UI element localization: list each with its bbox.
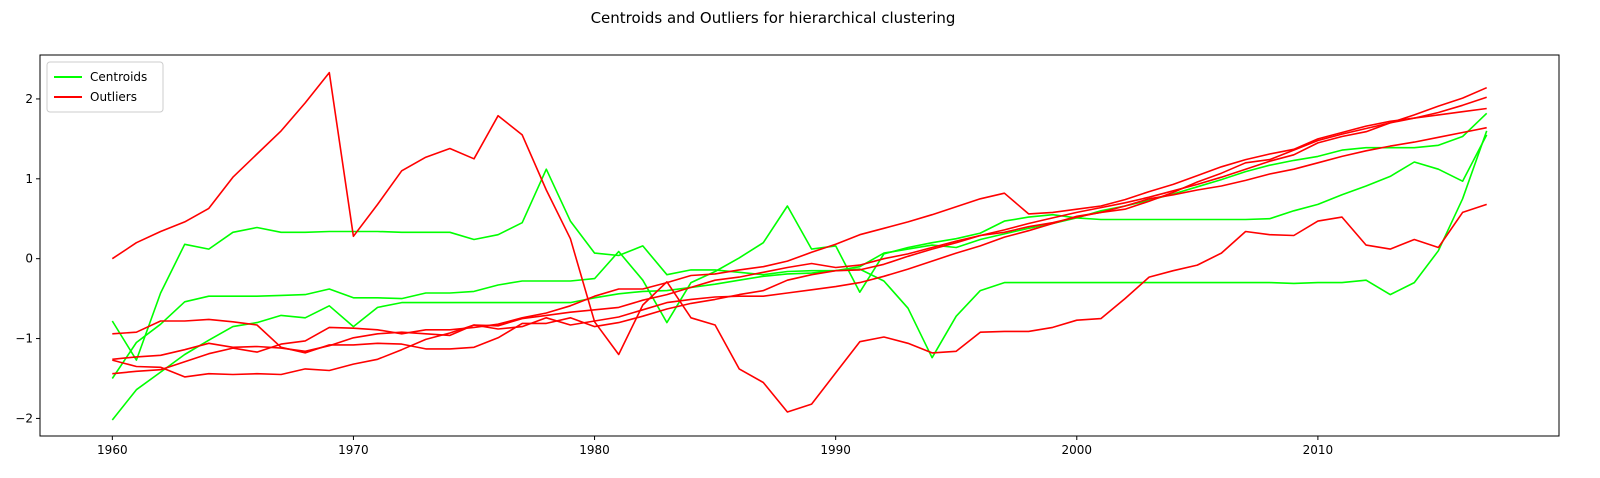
x-tick-label: 1970 bbox=[338, 443, 369, 457]
legend-label-centroids: Centroids bbox=[90, 70, 147, 84]
legend: Centroids Outliers bbox=[46, 61, 164, 113]
series-line-outliers-4 bbox=[111, 71, 1487, 413]
y-tick-label: −2 bbox=[15, 411, 33, 425]
x-tick-label: 1960 bbox=[97, 443, 128, 457]
legend-label-outliers: Outliers bbox=[90, 90, 137, 104]
series-line-outliers-5 bbox=[112, 107, 1487, 378]
series-line-centroids-1 bbox=[111, 130, 1488, 361]
plot-frame bbox=[39, 54, 1560, 437]
y-tick-label: 1 bbox=[25, 172, 33, 186]
y-tick-label: −1 bbox=[15, 332, 33, 346]
chart-title: Centroids and Outliers for hierarchical … bbox=[591, 9, 956, 27]
x-axis: 1960 1970 1980 1990 2000 2010 bbox=[97, 436, 1333, 457]
series-line-centroids-3 bbox=[111, 112, 1488, 421]
series-line-centroids-2 bbox=[111, 134, 1488, 379]
y-tick-label: 0 bbox=[25, 252, 33, 266]
series-line-outliers-6 bbox=[112, 86, 1488, 354]
y-tick-label: 2 bbox=[25, 92, 33, 106]
series-line-outliers-7 bbox=[112, 96, 1487, 375]
x-tick-label: 1980 bbox=[579, 443, 610, 457]
legend-box bbox=[46, 61, 164, 113]
x-tick-label: 1990 bbox=[820, 443, 851, 457]
y-axis: −2 −1 0 1 2 bbox=[15, 92, 40, 425]
x-tick-label: 2010 bbox=[1303, 443, 1334, 457]
series-line-outliers-8 bbox=[112, 126, 1487, 361]
x-tick-label: 2000 bbox=[1062, 443, 1093, 457]
plot-lines bbox=[111, 71, 1488, 421]
